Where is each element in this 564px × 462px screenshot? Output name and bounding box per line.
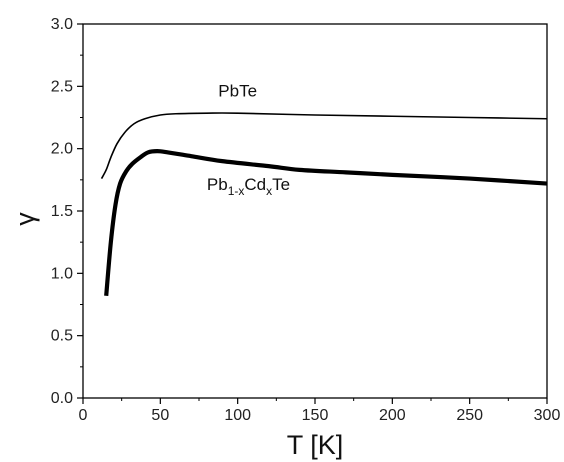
y-tick-label: 2.5 (51, 78, 73, 95)
y-tick-label: 0.0 (51, 390, 73, 407)
series-line-pb1-xcdxte (104, 149, 548, 296)
x-tick-label: 0 (79, 407, 88, 424)
annotation-pbcdte-sub1: 1-x (228, 184, 245, 198)
y-tick-label: 3.0 (51, 16, 73, 33)
annotation-pbte: PbTe (218, 81, 257, 100)
y-tick-label: 1.5 (51, 203, 73, 220)
x-tick-label: 250 (456, 407, 483, 424)
x-tick-label: 150 (302, 407, 329, 424)
annotation-pbcdte: Pb1-xCdxTe (207, 175, 290, 198)
x-tick-label: 50 (151, 407, 169, 424)
y-tick-label: 2.0 (51, 141, 73, 158)
x-tick-label: 300 (534, 407, 561, 424)
y-tick-label: 0.5 (51, 328, 73, 345)
y-axis-title: γ (10, 212, 40, 226)
annotation-pbcdte-sub2: x (266, 184, 272, 198)
x-axis-title: T [K] (287, 430, 344, 460)
series-line-pbte (100, 112, 548, 179)
annotation-pbcdte-part1: Pb (207, 175, 228, 194)
tick-labels: 0 50 100 150 200 250 300 0.0 0.5 1.0 1.5 2.0 2.5 3.0 (51, 16, 561, 424)
y-tick-label: 1.0 (51, 265, 73, 282)
series-lines (100, 112, 548, 296)
x-tick-label: 200 (379, 407, 406, 424)
annotation-pbcdte-part2: Cd (244, 175, 266, 194)
axis-ticks (77, 23, 548, 404)
plot-frame (82, 23, 548, 399)
annotation-pbcdte-part3: Te (272, 175, 290, 194)
x-tick-label: 100 (224, 407, 251, 424)
